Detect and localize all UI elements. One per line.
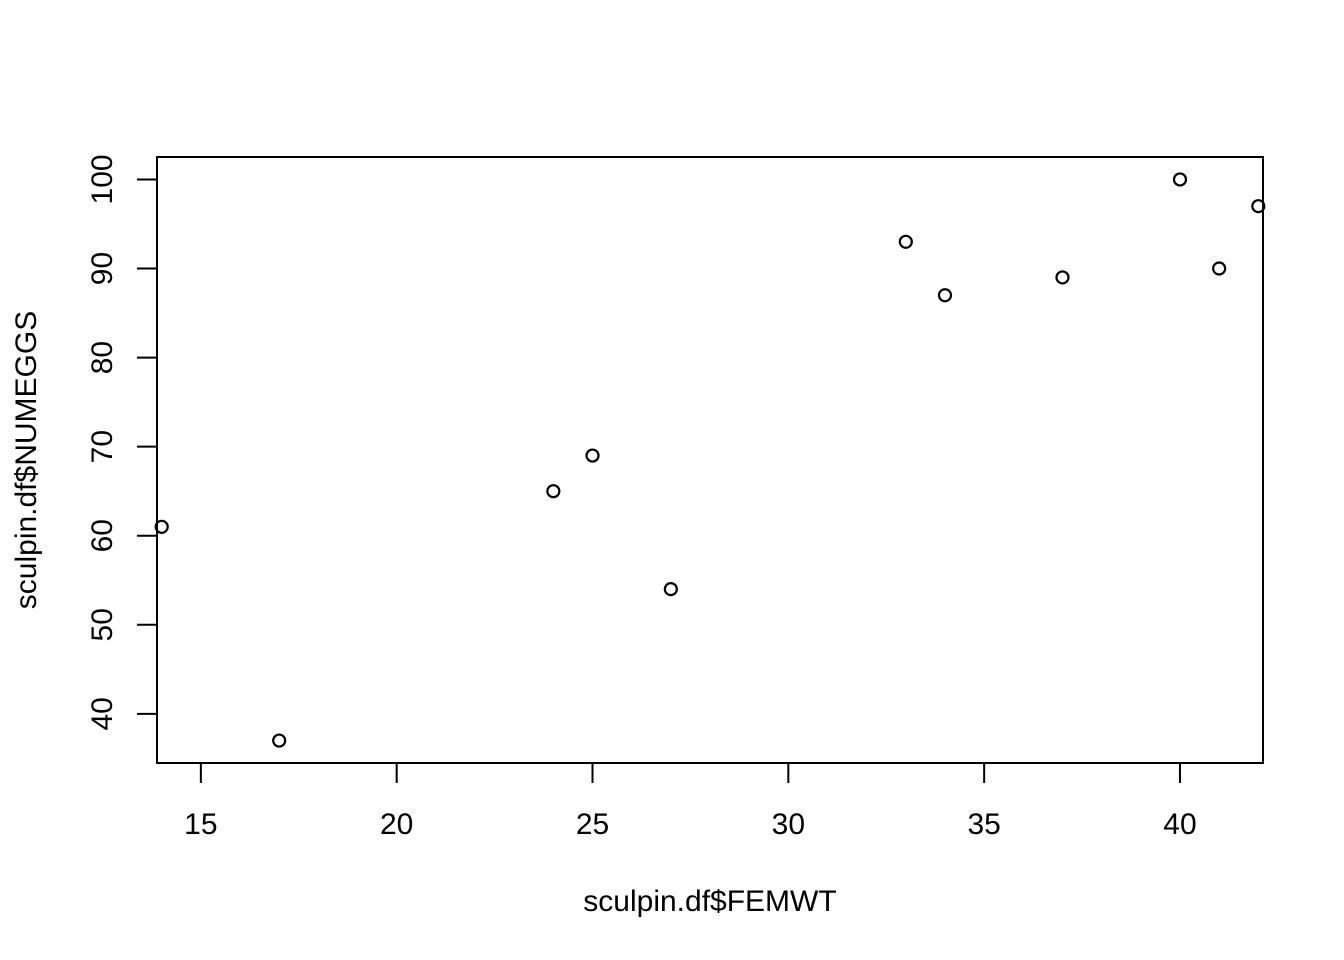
- x-tick-label: 15: [184, 808, 217, 841]
- x-axis-title: sculpin.df$FEMWT: [583, 885, 836, 918]
- y-tick-label: 60: [86, 519, 119, 552]
- data-point: [1172, 172, 1188, 187]
- data-point: [272, 733, 287, 748]
- plot-box: [156, 156, 1264, 764]
- data-point: [1212, 261, 1227, 276]
- y-tick-label: 80: [86, 341, 119, 374]
- data-point: [585, 448, 600, 463]
- y-axis: 40 50 60 70 80 90 100: [86, 154, 158, 731]
- data-points: [154, 172, 1266, 748]
- x-tick-label: 20: [380, 808, 413, 841]
- data-point: [154, 519, 169, 534]
- y-tick-label: 40: [86, 697, 119, 730]
- x-tick-label: 40: [1163, 808, 1196, 841]
- data-point: [1251, 199, 1266, 214]
- x-tick-label: 30: [772, 808, 805, 841]
- data-point: [937, 288, 953, 303]
- y-tick-label: 70: [86, 430, 119, 463]
- data-point: [1055, 270, 1070, 285]
- y-axis-title: sculpin.df$NUMEGGS: [10, 311, 43, 609]
- y-tick-label: 100: [86, 154, 119, 204]
- x-tick-label: 35: [967, 808, 1000, 841]
- x-axis: 15 20 25 30 35 40: [184, 762, 1197, 841]
- data-point: [898, 234, 913, 249]
- y-tick-label: 50: [86, 608, 119, 641]
- y-tick-label: 90: [86, 252, 119, 285]
- data-point: [663, 582, 678, 597]
- data-point: [546, 484, 561, 499]
- x-tick-label: 25: [576, 808, 609, 841]
